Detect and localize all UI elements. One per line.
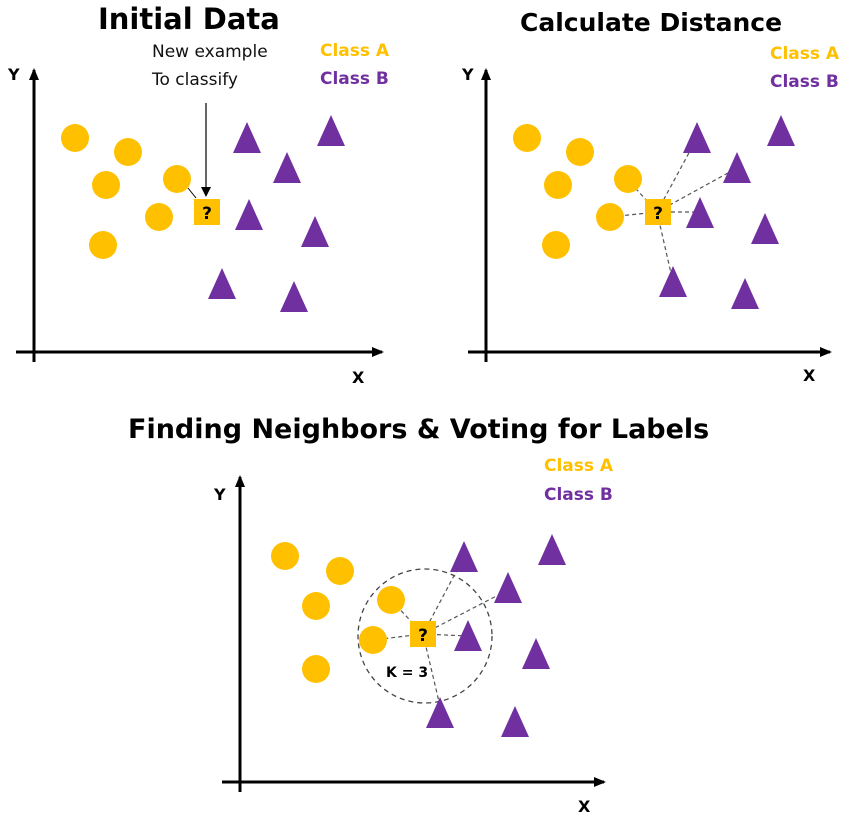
class-a-points-panel1	[61, 124, 191, 259]
distance-lines-panel2	[609, 137, 738, 283]
class-a-point	[61, 124, 89, 152]
legend-class-a-panel1: Class A	[320, 41, 390, 61]
class-b-points-panel2	[659, 115, 795, 309]
neighbors-voting-title: Finding Neighbors & Voting for Labels	[128, 414, 710, 445]
class-b-point	[235, 199, 263, 230]
class-a-point	[145, 203, 173, 231]
class-b-point	[659, 266, 687, 297]
class-b-point	[301, 216, 329, 247]
class-a-point	[114, 138, 142, 166]
distance-lines-panel3	[372, 556, 509, 707]
legend-class-b-panel3: Class B	[544, 485, 613, 505]
class-b-point	[426, 697, 454, 728]
class-b-point	[767, 115, 795, 146]
class-b-point	[731, 278, 759, 309]
query-point-panel2: ?	[645, 199, 671, 225]
class-a-points-panel2	[513, 124, 642, 259]
k-label: K = 3	[386, 665, 428, 681]
class-a-point	[89, 231, 117, 259]
class-b-point	[723, 152, 751, 183]
class-b-point	[538, 534, 566, 565]
class-b-point	[522, 638, 550, 669]
class-b-point	[450, 541, 478, 572]
query-point-panel1: ?	[194, 199, 220, 225]
query-mark: ?	[653, 204, 663, 224]
class-a-points-panel3	[271, 542, 405, 683]
legend-class-b-panel2: Class B	[770, 72, 839, 92]
class-a-point	[359, 626, 387, 654]
y-axis-label-panel2: Y	[461, 65, 474, 84]
class-a-point	[302, 592, 330, 620]
x-axis-label-panel2: X	[803, 366, 816, 385]
class-b-point	[683, 122, 711, 153]
class-b-point	[454, 620, 482, 651]
class-b-points-panel1	[208, 115, 345, 312]
legend-class-a-panel2: Class A	[770, 44, 840, 64]
annotation-line-1: New example	[152, 42, 268, 62]
legend-class-b-panel1: Class B	[320, 69, 389, 89]
class-a-point	[163, 165, 191, 193]
class-a-point	[596, 203, 624, 231]
x-axis-label-panel3: X	[578, 797, 591, 816]
class-a-point	[566, 138, 594, 166]
class-a-point	[326, 557, 354, 585]
x-axis-label-panel1: X	[352, 368, 365, 387]
query-point-panel3: ?	[410, 621, 436, 647]
class-b-point	[686, 197, 714, 228]
y-axis-label-panel1: Y	[7, 65, 20, 84]
class-a-point	[542, 231, 570, 259]
class-b-point	[273, 152, 301, 183]
class-a-point	[614, 165, 642, 193]
annotation-line-2: To classify	[152, 70, 238, 90]
class-b-point	[233, 122, 261, 153]
initial-data-title: Initial Data	[98, 2, 280, 36]
query-mark: ?	[418, 626, 428, 646]
class-a-point	[271, 542, 299, 570]
class-b-points-panel3	[426, 534, 566, 737]
calculate-distance-title: Calculate Distance	[520, 8, 783, 37]
class-b-point	[751, 213, 779, 244]
legend-class-a-panel3: Class A	[544, 456, 614, 476]
class-a-point	[544, 171, 572, 199]
k-neighborhood-circle	[357, 568, 493, 704]
class-a-point	[92, 171, 120, 199]
y-axis-label-panel3: Y	[213, 485, 226, 504]
class-a-point	[513, 124, 541, 152]
class-b-point	[501, 706, 529, 737]
class-a-point	[377, 586, 405, 614]
query-mark: ?	[202, 204, 212, 224]
annotation-connector	[187, 187, 197, 199]
class-b-point	[317, 115, 345, 146]
class-b-point	[208, 268, 236, 299]
class-b-point	[280, 281, 308, 312]
class-b-point	[494, 572, 522, 603]
class-a-point	[302, 655, 330, 683]
